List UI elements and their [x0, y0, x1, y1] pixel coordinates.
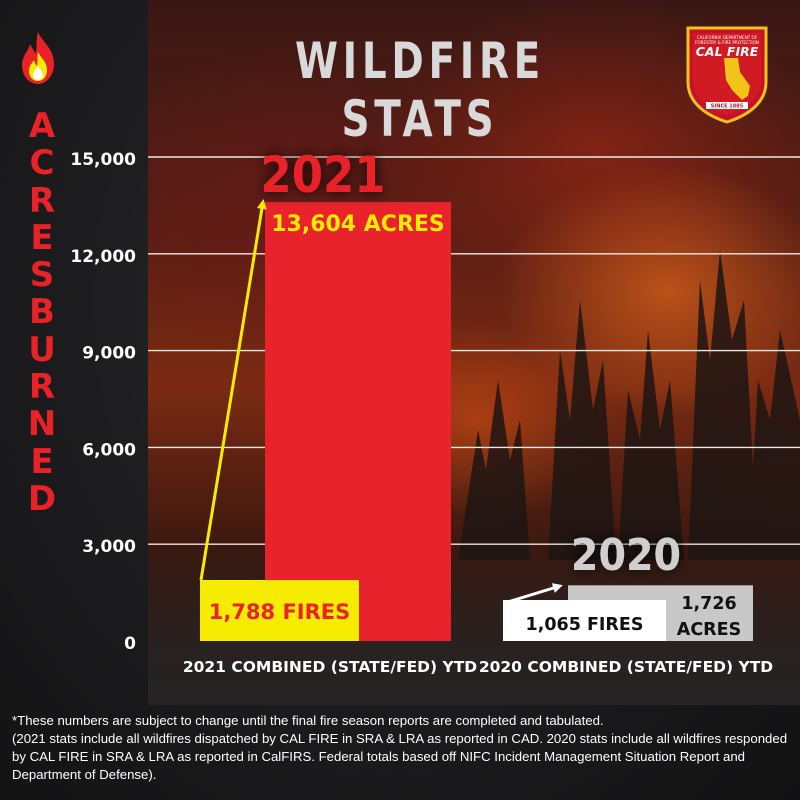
- logo-since: SINCE 1885: [711, 104, 744, 110]
- logo-line1: CALIFORNIA DEPARTMENT OF: [697, 35, 758, 40]
- logo-name: CAL FIRE: [696, 44, 759, 59]
- year-label-2021: 2021: [260, 147, 385, 205]
- y-axis-title-letter: R: [28, 367, 56, 408]
- y-axis-title-letter: S: [29, 255, 55, 296]
- y-axis-title-letter: C: [29, 143, 55, 184]
- fires-box-2020: [503, 600, 666, 641]
- x-category-label: 2020 COMBINED (STATE/FED) YTD: [479, 658, 773, 676]
- y-axis-title-letter: R: [28, 180, 56, 221]
- y-axis-title-letter: B: [29, 292, 55, 333]
- fires-box-2021: [200, 580, 359, 641]
- growth-arrow-2021: [199, 199, 267, 581]
- y-axis-title-letter: N: [27, 404, 57, 445]
- y-tick-label: 15,000: [70, 150, 136, 170]
- growth-arrow-2020: [507, 583, 563, 604]
- y-axis-title-letter: E: [30, 217, 54, 258]
- cal-fire-logo: CALIFORNIA DEPARTMENT OF FORESTRY & FIRE…: [686, 26, 768, 124]
- y-tick-label: 12,000: [70, 247, 136, 267]
- footnote-sources: (2021 stats include all wildfires dispat…: [12, 731, 788, 782]
- logo-line2: FORESTRY & FIRE PROTECTION: [695, 40, 759, 45]
- acres-label-2020-line1: 1,726: [681, 594, 736, 614]
- bar-2021: [265, 202, 451, 642]
- y-axis-title-letter: A: [28, 106, 56, 146]
- acres-label-2020-line2: ACRES: [677, 620, 741, 640]
- y-tick-label: 9,000: [82, 344, 136, 364]
- year-label-2020: 2020: [571, 529, 681, 581]
- y-axis-title-letter: E: [30, 441, 54, 482]
- fires-label-2020: 1,065 FIRES: [526, 615, 644, 635]
- y-axis-title-letter: U: [28, 329, 56, 370]
- acres-label-2021: 13,604 ACRES: [271, 212, 445, 237]
- y-axis-title-letter: D: [27, 478, 57, 519]
- y-tick-label: 0: [124, 634, 136, 654]
- flame-icon: [22, 32, 54, 84]
- tree-silhouettes: [458, 250, 800, 560]
- y-tick-label: 3,000: [82, 537, 136, 557]
- y-tick-label: 6,000: [82, 440, 136, 460]
- footnote-disclaimer: *These numbers are subject to change unt…: [12, 713, 604, 728]
- footnotes: *These numbers are subject to change unt…: [12, 712, 792, 784]
- page-title: WILDFIRE STATS: [294, 32, 546, 148]
- x-category-label: 2021 COMBINED (STATE/FED) YTD: [183, 658, 477, 676]
- fires-label-2021: 1,788 FIRES: [209, 600, 351, 624]
